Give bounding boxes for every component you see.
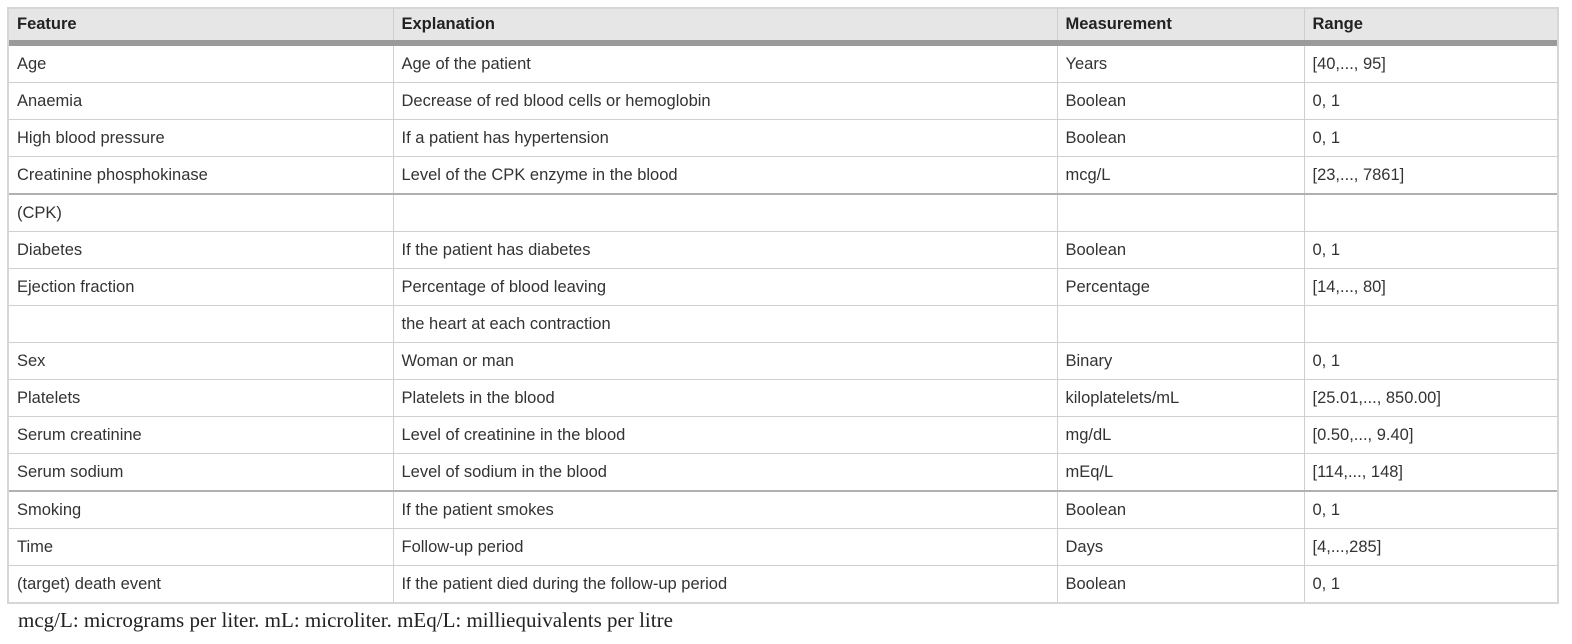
cell-range: [4,...,285] (1304, 528, 1557, 566)
cell-measurement: Boolean (1057, 565, 1305, 602)
cell-feature: Ejection fraction (9, 268, 394, 306)
cell-range: [40,..., 95] (1304, 43, 1557, 83)
cell-range: [23,..., 7861] (1304, 156, 1557, 195)
cell-explanation: If the patient has diabetes (393, 231, 1058, 269)
table-row: the heart at each contraction (9, 305, 1557, 343)
table-row: Diabetes If the patient has diabetes Boo… (9, 231, 1557, 269)
cell-feature: Smoking (9, 491, 394, 529)
cell-feature: Creatinine phosphokinase (9, 156, 394, 195)
header-range: Range (1304, 9, 1557, 46)
cell-range: [0.50,..., 9.40] (1304, 416, 1557, 454)
table-footnote: mcg/L: micrograms per liter. mL: microli… (18, 608, 673, 632)
cell-range: [25.01,..., 850.00] (1304, 379, 1557, 417)
cell-measurement: Boolean (1057, 119, 1305, 157)
cell-feature (9, 305, 394, 343)
header-feature: Feature (9, 9, 394, 46)
cell-feature: Time (9, 528, 394, 566)
cell-explanation: Level of creatinine in the blood (393, 416, 1058, 454)
cell-measurement: Boolean (1057, 491, 1305, 529)
cell-explanation: Level of sodium in the blood (393, 453, 1058, 492)
cell-feature: Serum creatinine (9, 416, 394, 454)
cell-feature: High blood pressure (9, 119, 394, 157)
cell-measurement: mEq/L (1057, 453, 1305, 492)
feature-table-container: Feature Explanation Measurement Range Ag… (7, 7, 1559, 604)
table-header-row: Feature Explanation Measurement Range (9, 9, 1557, 46)
cell-feature: Age (9, 43, 394, 83)
table-row: Creatinine phosphokinase Level of the CP… (9, 156, 1557, 195)
cell-range: 0, 1 (1304, 231, 1557, 269)
cell-measurement: Percentage (1057, 268, 1305, 306)
table-row: Serum creatinine Level of creatinine in … (9, 416, 1557, 454)
cell-explanation: If a patient has hypertension (393, 119, 1058, 157)
cell-feature: Anaemia (9, 82, 394, 120)
table-row: Serum sodium Level of sodium in the bloo… (9, 453, 1557, 492)
table-row: Smoking If the patient smokes Boolean 0,… (9, 491, 1557, 529)
table-row: (target) death event If the patient died… (9, 565, 1557, 602)
cell-range: 0, 1 (1304, 491, 1557, 529)
cell-feature: Diabetes (9, 231, 394, 269)
cell-explanation: the heart at each contraction (393, 305, 1058, 343)
cell-range: [114,..., 148] (1304, 453, 1557, 492)
cell-explanation: If the patient died during the follow-up… (393, 565, 1058, 602)
cell-explanation: Level of the CPK enzyme in the blood (393, 156, 1058, 195)
cell-feature: Sex (9, 342, 394, 380)
cell-explanation: If the patient smokes (393, 491, 1058, 529)
header-explanation: Explanation (393, 9, 1058, 46)
cell-measurement: Days (1057, 528, 1305, 566)
cell-range (1304, 305, 1557, 343)
cell-measurement: kiloplatelets/mL (1057, 379, 1305, 417)
table-row: Time Follow-up period Days [4,...,285] (9, 528, 1557, 566)
cell-range: 0, 1 (1304, 342, 1557, 380)
cell-explanation: Platelets in the blood (393, 379, 1058, 417)
cell-measurement: mcg/L (1057, 156, 1305, 195)
cell-range: 0, 1 (1304, 82, 1557, 120)
cell-measurement: mg/dL (1057, 416, 1305, 454)
cell-explanation: Decrease of red blood cells or hemoglobi… (393, 82, 1058, 120)
cell-explanation: Percentage of blood leaving (393, 268, 1058, 306)
cell-feature: (CPK) (9, 194, 394, 232)
cell-measurement (1057, 194, 1305, 232)
table-row: Ejection fraction Percentage of blood le… (9, 268, 1557, 306)
table-row: Sex Woman or man Binary 0, 1 (9, 342, 1557, 380)
cell-feature: (target) death event (9, 565, 394, 602)
cell-measurement: Boolean (1057, 231, 1305, 269)
cell-range: [14,..., 80] (1304, 268, 1557, 306)
table-row: (CPK) (9, 194, 1557, 232)
table-row: Platelets Platelets in the blood kilopla… (9, 379, 1557, 417)
header-measurement: Measurement (1057, 9, 1305, 46)
feature-table: Feature Explanation Measurement Range Ag… (9, 9, 1557, 602)
cell-feature: Serum sodium (9, 453, 394, 492)
cell-measurement: Binary (1057, 342, 1305, 380)
cell-explanation: Follow-up period (393, 528, 1058, 566)
cell-feature: Platelets (9, 379, 394, 417)
table-row: High blood pressure If a patient has hyp… (9, 119, 1557, 157)
cell-measurement: Years (1057, 43, 1305, 83)
cell-explanation: Age of the patient (393, 43, 1058, 83)
table-row: Anaemia Decrease of red blood cells or h… (9, 82, 1557, 120)
cell-measurement (1057, 305, 1305, 343)
cell-measurement: Boolean (1057, 82, 1305, 120)
cell-range (1304, 194, 1557, 232)
cell-range: 0, 1 (1304, 119, 1557, 157)
cell-range: 0, 1 (1312, 574, 1341, 593)
cell-explanation (393, 194, 1058, 232)
cell-explanation: Woman or man (393, 342, 1058, 380)
table-row: Age Age of the patient Years [40,..., 95… (9, 43, 1557, 83)
